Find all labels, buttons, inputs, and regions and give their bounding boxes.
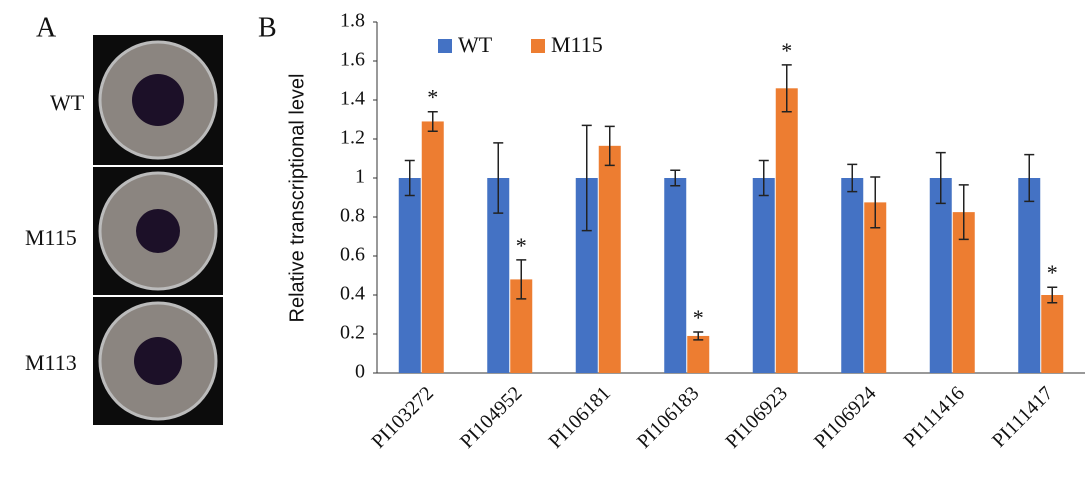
y-tick-label: 0 bbox=[355, 361, 365, 383]
legend-label: WT bbox=[458, 32, 493, 57]
error-bar bbox=[404, 159, 415, 197]
y-tick-label: 1 bbox=[355, 166, 365, 188]
y-tick-label: 1.8 bbox=[340, 10, 365, 32]
x-tick-label: PI106924 bbox=[810, 382, 881, 453]
bar bbox=[575, 178, 598, 373]
bar bbox=[598, 145, 621, 373]
y-tick-label: 1.4 bbox=[340, 88, 365, 110]
y-tick-label: 1.2 bbox=[340, 127, 365, 149]
error-bar bbox=[493, 142, 504, 214]
legend-label: M115 bbox=[551, 32, 603, 57]
error-bar bbox=[604, 125, 615, 167]
error-bar bbox=[516, 259, 527, 300]
x-tick-label: PI106183 bbox=[633, 382, 704, 453]
bar bbox=[864, 202, 887, 373]
bar bbox=[841, 178, 864, 373]
bar bbox=[775, 88, 798, 374]
bar bbox=[421, 121, 444, 373]
error-bar bbox=[781, 64, 792, 113]
bar bbox=[952, 212, 975, 373]
colony-center bbox=[136, 209, 180, 253]
significance-mark: * bbox=[781, 38, 792, 63]
error-bar bbox=[847, 163, 858, 193]
bar bbox=[398, 178, 421, 373]
bar bbox=[487, 178, 510, 373]
error-bar bbox=[670, 169, 681, 187]
error-bar bbox=[870, 176, 881, 229]
row-label: WT bbox=[50, 90, 85, 115]
colony-center bbox=[132, 74, 184, 126]
x-tick-label: PI103272 bbox=[367, 382, 438, 453]
error-bar bbox=[758, 159, 769, 197]
panel-label: A bbox=[36, 12, 57, 43]
colony-center bbox=[134, 337, 182, 385]
legend-swatch bbox=[531, 39, 545, 53]
bar bbox=[664, 178, 687, 373]
significance-mark: * bbox=[516, 233, 527, 258]
x-tick-label: PI111417 bbox=[988, 382, 1058, 452]
plate-images bbox=[93, 35, 223, 425]
x-tick-label: PI111416 bbox=[900, 382, 970, 452]
y-tick-label: 0.4 bbox=[340, 283, 365, 305]
row-label: M113 bbox=[25, 350, 77, 375]
bar bbox=[687, 335, 710, 373]
error-bar bbox=[427, 110, 438, 132]
error-bar bbox=[958, 184, 969, 241]
bar bbox=[929, 178, 952, 373]
significance-mark: * bbox=[427, 85, 438, 110]
row-label: M115 bbox=[25, 225, 77, 250]
error-bar bbox=[581, 124, 592, 232]
legend-swatch bbox=[438, 39, 452, 53]
bar bbox=[1018, 178, 1041, 373]
x-tick-label: PI106181 bbox=[544, 382, 615, 453]
y-tick-label: 1.6 bbox=[340, 49, 365, 71]
y-tick-label: 0.2 bbox=[340, 322, 365, 344]
bar bbox=[1041, 295, 1064, 373]
panel-label: B bbox=[258, 12, 277, 43]
x-tick-label: PI104952 bbox=[456, 382, 527, 453]
x-tick-label: PI106923 bbox=[721, 382, 792, 453]
bar bbox=[510, 279, 533, 373]
error-bar bbox=[1047, 286, 1058, 304]
bar bbox=[752, 178, 775, 373]
y-axis-title: Relative transcriptional level bbox=[286, 73, 308, 322]
significance-mark: * bbox=[1047, 260, 1058, 285]
error-bar bbox=[1024, 153, 1035, 203]
error-bar bbox=[935, 151, 946, 205]
error-bar bbox=[693, 331, 704, 341]
y-tick-label: 0.8 bbox=[340, 205, 365, 227]
significance-mark: * bbox=[693, 305, 704, 330]
y-tick-label: 0.6 bbox=[340, 244, 365, 266]
